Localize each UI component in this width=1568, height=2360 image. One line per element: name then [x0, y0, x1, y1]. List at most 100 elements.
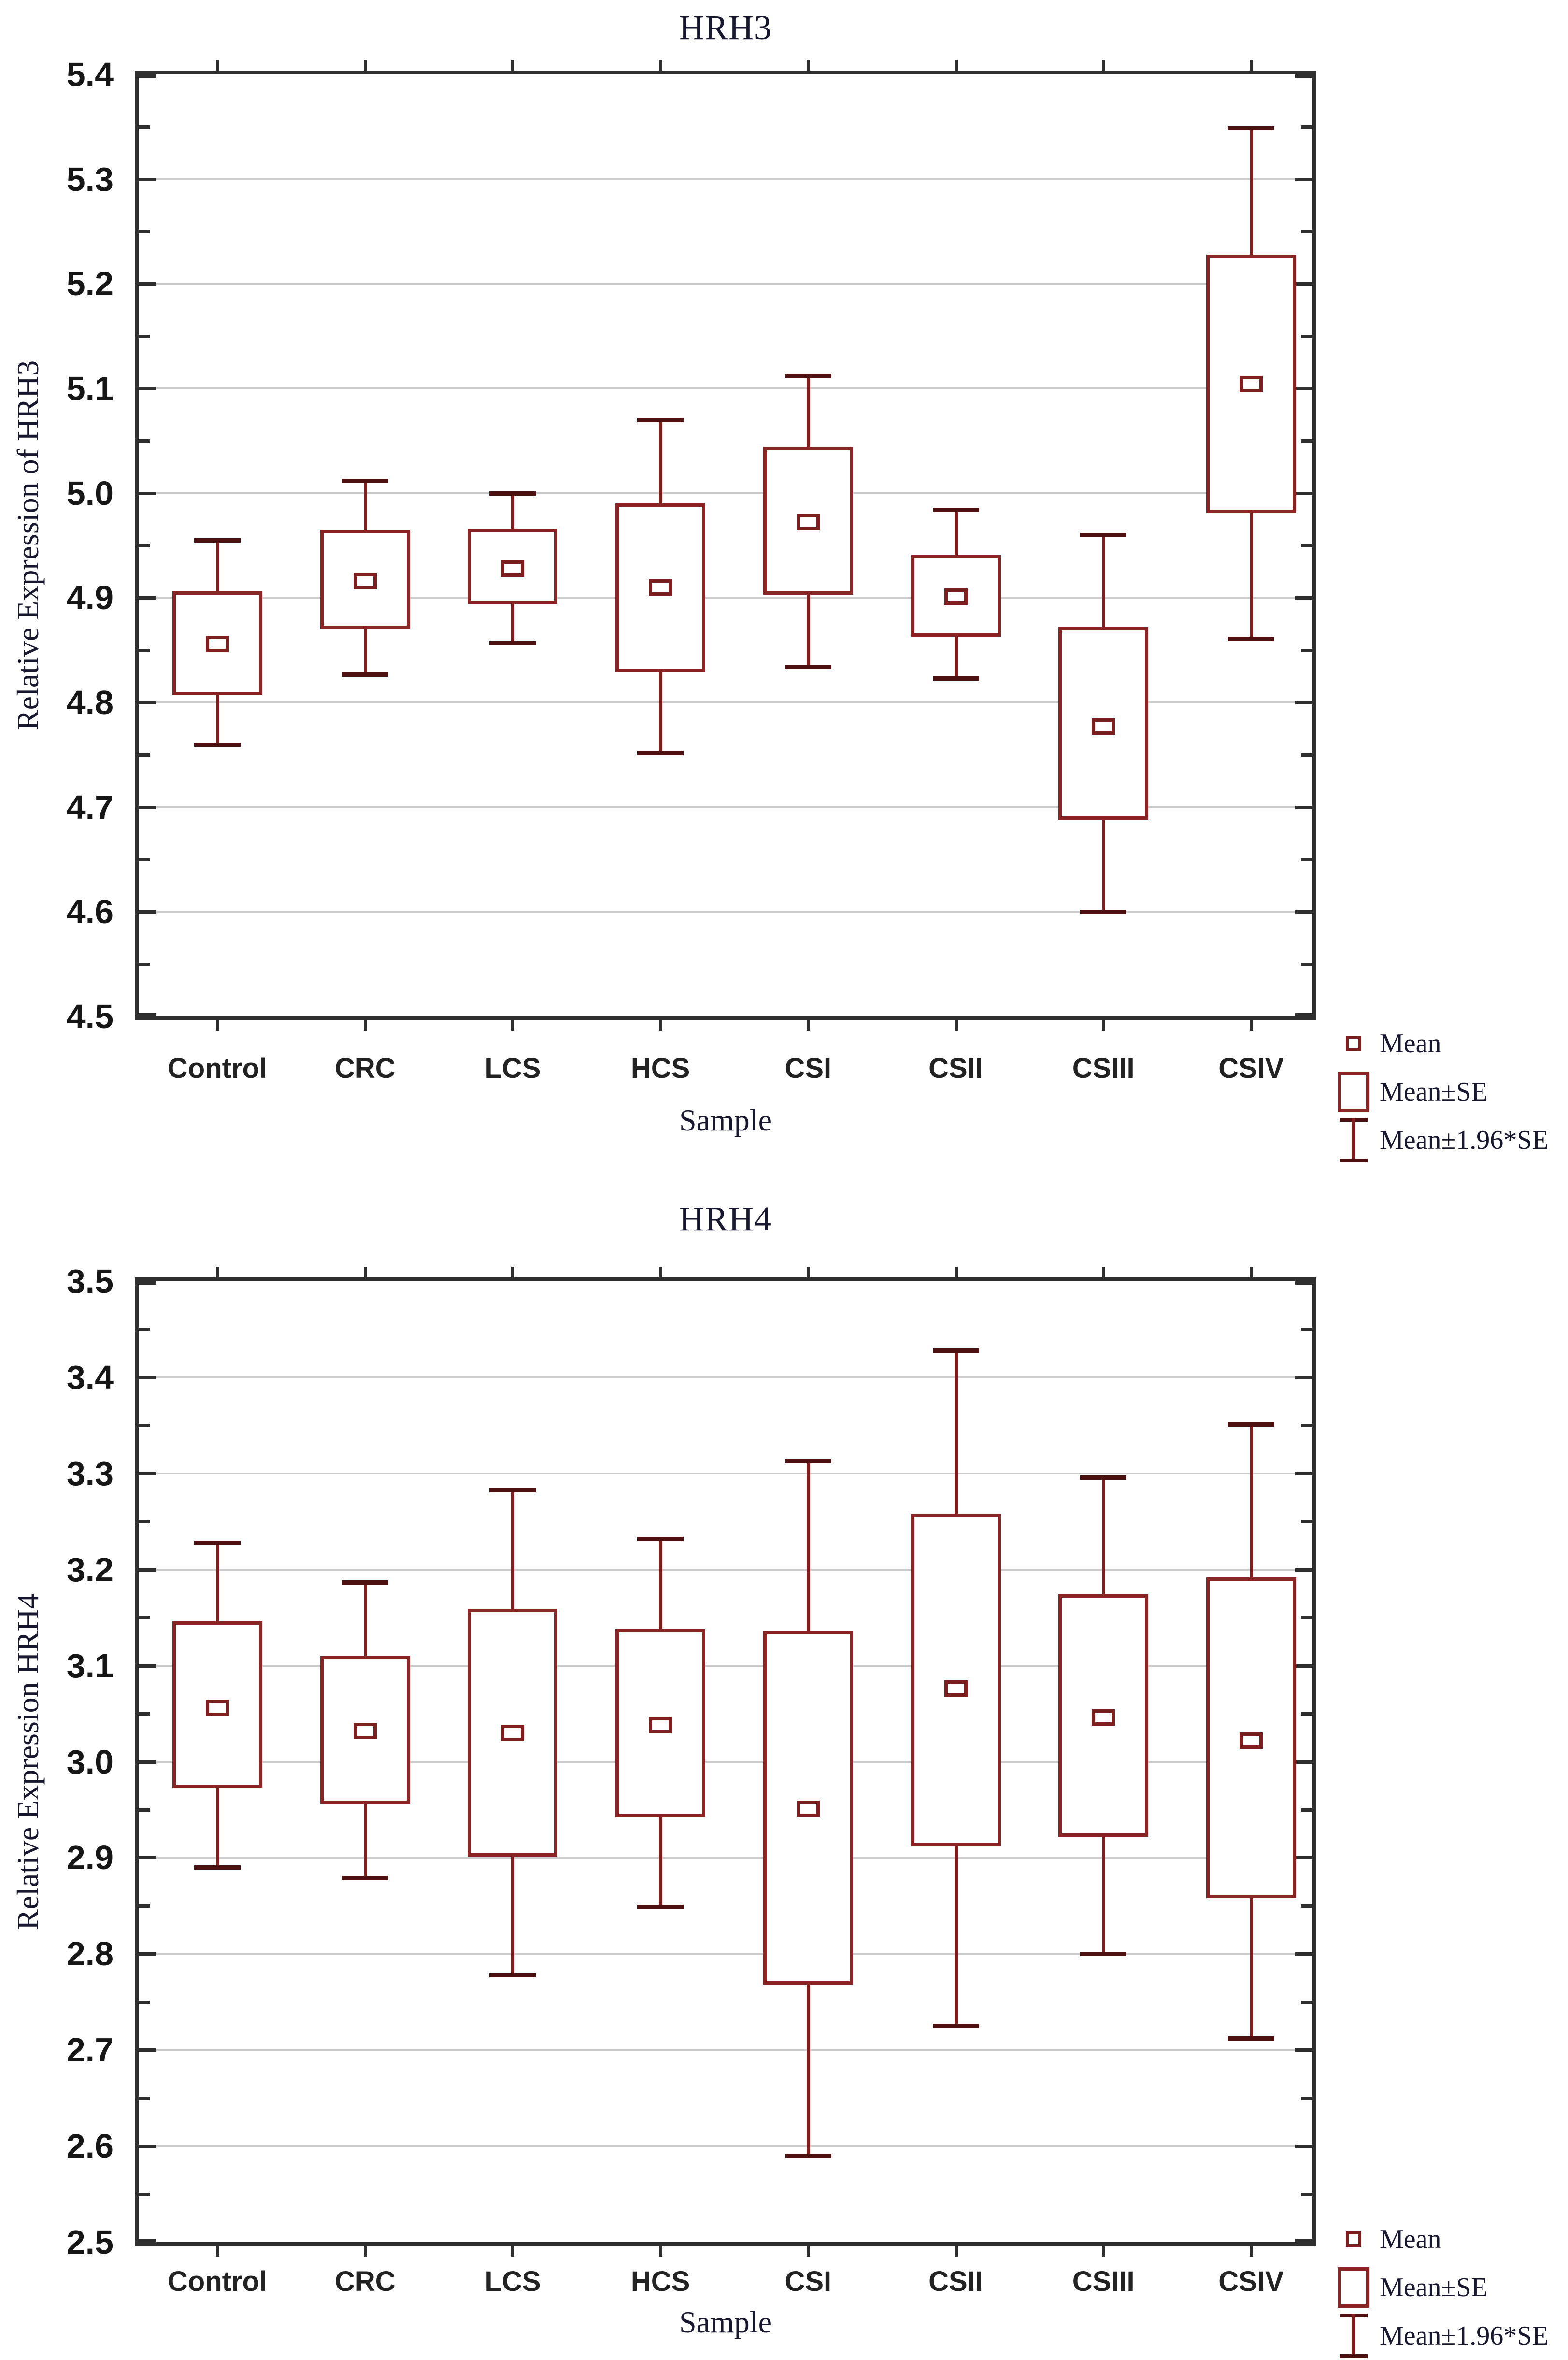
y-tick-mark [139, 1664, 156, 1668]
x-category-label: CSII [928, 2266, 983, 2297]
plot-area [135, 1277, 1316, 2246]
x-tick-mark [659, 60, 663, 71]
whisker-cap-top [489, 1488, 536, 1492]
gridline [139, 283, 1312, 285]
y-tick-mark [1295, 1952, 1312, 1956]
y-tick-label: 2.8 [66, 1935, 114, 1973]
y-tick-mark [139, 2000, 150, 2004]
y-tick-mark [1301, 439, 1312, 443]
mean-marker [944, 588, 968, 605]
whisker-cap-bottom [194, 742, 241, 747]
x-category-label: Control [167, 2266, 268, 2297]
gridline [139, 1568, 1312, 1571]
whisker-cap-top [1080, 533, 1127, 538]
x-category-label: LCS [485, 1053, 541, 1084]
whisker-icon [1329, 2314, 1378, 2358]
x-tick-mark [659, 1020, 663, 1031]
whisker-cap-bottom [489, 1973, 536, 1978]
x-tick-mark [216, 1020, 219, 1031]
whisker-cap-bottom [637, 1904, 684, 1909]
x-tick-mark [363, 1267, 367, 1277]
y-tick-mark [139, 1712, 150, 1716]
y-tick-label: 5.4 [66, 56, 114, 93]
y-tick-label: 3.5 [66, 1262, 114, 1300]
whisker-cap-top [784, 374, 831, 378]
legend-item-mean: Mean [1329, 1019, 1568, 1068]
x-category-label: CSIII [1072, 1053, 1135, 1084]
x-category-label: CSII [928, 1053, 983, 1084]
gridline [139, 1760, 1312, 1763]
whisker-cap-top [932, 1348, 979, 1353]
x-tick-mark [511, 2246, 515, 2257]
y-tick-mark [1295, 910, 1312, 914]
y-tick-mark [1301, 1904, 1312, 1908]
y-tick-mark [139, 596, 156, 600]
whisker-cap-top [342, 1580, 388, 1585]
legend-label: Mean [1380, 1029, 1441, 1058]
y-tick-mark [139, 1808, 150, 1812]
y-tick-mark [139, 1281, 156, 1285]
y-tick-mark [139, 1904, 150, 1908]
x-tick-mark [216, 2246, 219, 2257]
x-tick-mark [511, 60, 515, 71]
y-tick-mark [139, 1472, 156, 1475]
whisker-cap-top [1227, 1422, 1274, 1427]
y-tick-mark [139, 1013, 156, 1016]
gridline [139, 1953, 1312, 1955]
y-axis-title: Relative Expression of HRH3 [11, 360, 45, 731]
se-box-icon [1329, 2267, 1378, 2308]
y-tick-mark [1295, 387, 1312, 390]
legend-label: Mean±1.96*SE [1380, 2321, 1549, 2351]
y-tick-label: 4.6 [66, 893, 114, 931]
x-tick-mark [954, 2246, 958, 2257]
y-tick-mark [1295, 1472, 1312, 1475]
x-category-label: CSIII [1072, 2266, 1135, 2297]
gridline [139, 911, 1312, 913]
y-tick-label: 5.2 [66, 265, 114, 303]
whisker-cap-bottom [1227, 636, 1274, 641]
x-tick-mark [659, 1267, 663, 1277]
whisker-cap-bottom [194, 1865, 241, 1870]
x-tick-mark [363, 60, 367, 71]
mean-marker [206, 1700, 229, 1716]
gridline [139, 701, 1312, 703]
y-tick-mark [1295, 491, 1312, 495]
x-tick-mark [511, 1020, 515, 1031]
y-tick-mark [139, 753, 150, 757]
whisker-cap-top [489, 491, 536, 496]
y-tick-mark [139, 334, 150, 338]
x-category-label: CRC [334, 1053, 396, 1084]
y-tick-mark [139, 439, 150, 443]
gridline [139, 597, 1312, 599]
whisker-cap-bottom [1080, 910, 1127, 915]
y-tick-mark [1301, 1328, 1312, 1331]
y-tick-label: 2.6 [66, 2127, 114, 2165]
y-tick-mark [139, 1760, 156, 1764]
gridline [139, 2049, 1312, 2051]
y-tick-label: 5.1 [66, 370, 114, 407]
y-tick-mark [1295, 1568, 1312, 1572]
y-tick-label: 3.4 [66, 1358, 114, 1396]
whisker-icon [1329, 1118, 1378, 1162]
gridline [139, 1857, 1312, 1859]
y-tick-mark [1295, 1013, 1312, 1016]
whisker-cap-bottom [342, 1876, 388, 1881]
x-tick-mark [954, 1267, 958, 1277]
mean-marker [1239, 1732, 1263, 1749]
y-tick-label: 4.9 [66, 579, 114, 617]
y-tick-mark [1301, 2000, 1312, 2004]
legend-item-se: Mean±SE [1329, 1068, 1568, 1116]
y-tick-label: 3.3 [66, 1454, 114, 1492]
whisker-cap-bottom [932, 676, 979, 681]
y-tick-mark [139, 282, 156, 286]
y-tick-label: 3.0 [66, 1743, 114, 1781]
y-tick-mark [139, 2048, 156, 2052]
y-tick-mark [1301, 648, 1312, 652]
x-category-label: Control [167, 1053, 268, 1084]
y-tick-mark [139, 1616, 150, 1620]
y-tick-mark [139, 1520, 150, 1524]
plot-area [135, 71, 1316, 1020]
y-tick-mark [1301, 1424, 1312, 1428]
y-tick-mark [139, 544, 150, 547]
y-tick-mark [139, 1952, 156, 1956]
